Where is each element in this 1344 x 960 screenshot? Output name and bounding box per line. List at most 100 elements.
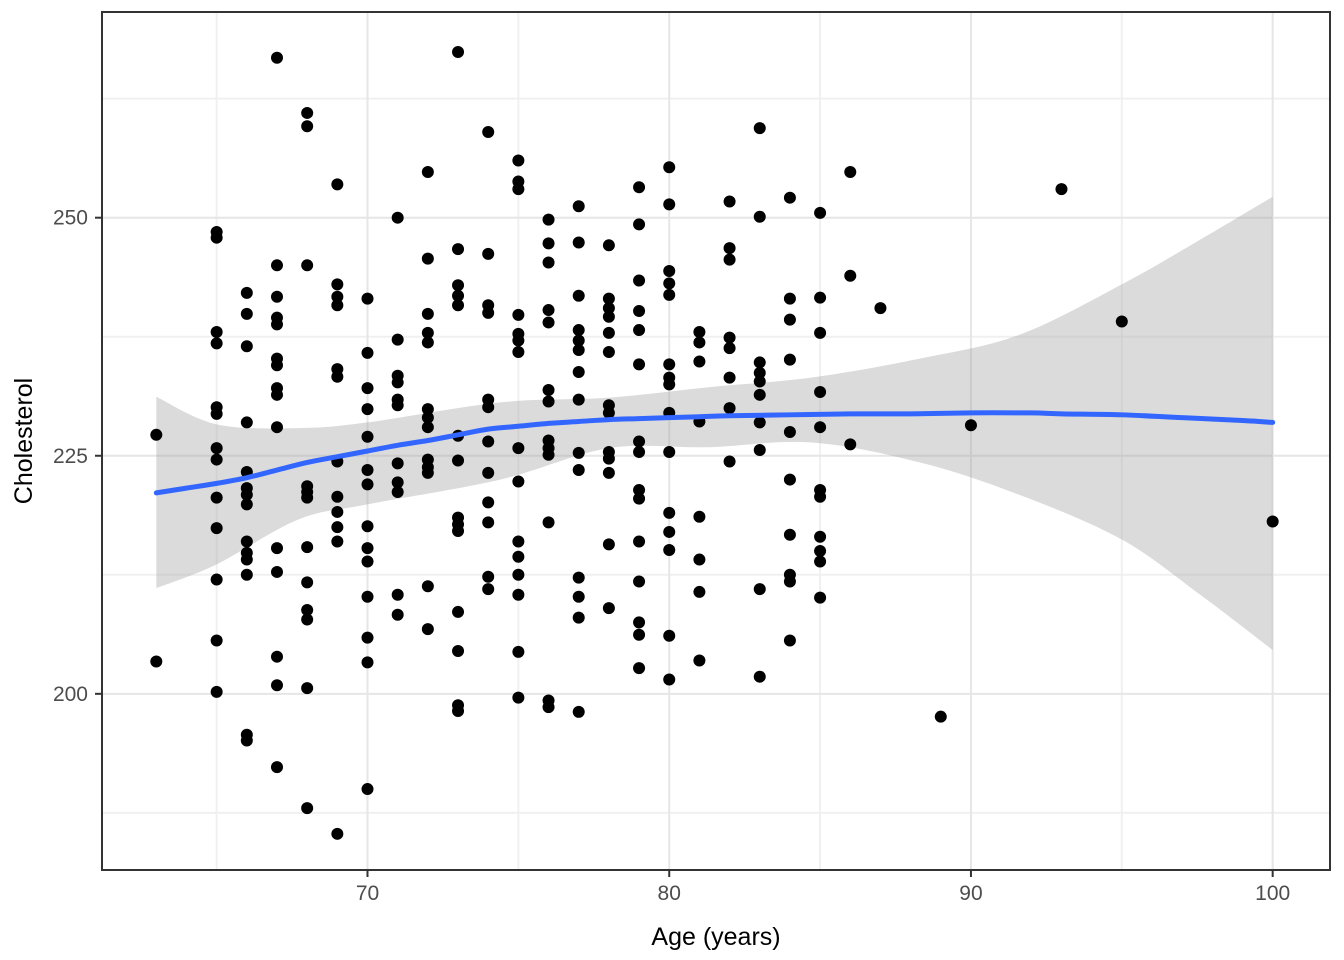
data-point (602, 345, 615, 358)
data-point (723, 371, 736, 384)
confidence-ribbon (156, 196, 1273, 651)
data-point (361, 631, 374, 644)
data-point (693, 355, 706, 368)
data-point (270, 51, 283, 64)
data-point (693, 585, 706, 598)
data-point (783, 473, 796, 486)
data-point (602, 452, 615, 465)
data-point (301, 613, 314, 626)
data-point (421, 165, 434, 178)
data-point (753, 444, 766, 457)
data-point (542, 237, 555, 250)
data-point (753, 583, 766, 596)
data-point (512, 154, 525, 167)
data-point (361, 464, 374, 477)
data-point (270, 565, 283, 578)
data-point (723, 455, 736, 468)
data-point (753, 388, 766, 401)
data-point (210, 522, 223, 535)
data-point (270, 388, 283, 401)
data-point (512, 334, 525, 347)
data-point (633, 484, 646, 497)
data-point (814, 421, 827, 434)
data-point (783, 634, 796, 647)
data-point (753, 375, 766, 388)
data-point (814, 490, 827, 503)
data-point (301, 802, 314, 815)
data-point (270, 421, 283, 434)
data-point (693, 654, 706, 667)
data-point (270, 290, 283, 303)
data-point (633, 305, 646, 318)
data-point (723, 342, 736, 355)
data-point (542, 213, 555, 226)
data-point (331, 521, 344, 534)
data-point (844, 269, 857, 282)
data-point (663, 445, 676, 458)
data-point (663, 358, 676, 371)
data-point (572, 464, 585, 477)
x-tick-label: 100 (1255, 882, 1290, 905)
data-point (452, 644, 465, 657)
data-point (270, 318, 283, 331)
data-point (663, 288, 676, 301)
data-point (633, 535, 646, 548)
data-point (542, 256, 555, 269)
data-point (301, 259, 314, 272)
data-point (814, 591, 827, 604)
data-point (240, 286, 253, 299)
data-point (301, 604, 314, 617)
data-point (602, 538, 615, 551)
data-point (663, 161, 676, 174)
data-point (783, 292, 796, 305)
data-point (814, 544, 827, 557)
data-point (421, 252, 434, 265)
data-point (663, 198, 676, 211)
data-point (753, 670, 766, 683)
data-point (270, 359, 283, 372)
data-point (512, 535, 525, 548)
data-point (633, 575, 646, 588)
data-point (452, 524, 465, 537)
data-point (602, 326, 615, 339)
data-point (361, 403, 374, 416)
data-point (633, 435, 646, 448)
data-point (602, 292, 615, 305)
data-point (361, 783, 374, 796)
data-point (452, 704, 465, 717)
data-point (723, 402, 736, 415)
data-point (512, 568, 525, 581)
data-point (572, 446, 585, 459)
data-point (633, 445, 646, 458)
data-point (1055, 183, 1068, 196)
data-point (482, 125, 495, 138)
data-point (783, 191, 796, 204)
data-point (361, 590, 374, 603)
data-point (240, 307, 253, 320)
data-point (361, 656, 374, 669)
data-point (482, 466, 495, 479)
x-tick-label: 70 (356, 882, 379, 905)
data-point (633, 628, 646, 641)
data-point (572, 289, 585, 302)
data-point (240, 568, 253, 581)
data-point (240, 553, 253, 566)
data-point (663, 378, 676, 391)
data-point (542, 384, 555, 397)
data-point (753, 356, 766, 369)
data-point (421, 411, 434, 424)
data-point (633, 181, 646, 194)
data-point (602, 310, 615, 323)
data-point (421, 466, 434, 479)
data-point (542, 395, 555, 408)
data-point (210, 325, 223, 338)
data-point (633, 662, 646, 675)
data-point (331, 178, 344, 191)
data-point (633, 218, 646, 231)
data-point (482, 496, 495, 509)
x-tick-label: 90 (959, 882, 982, 905)
data-point (693, 553, 706, 566)
data-point (783, 353, 796, 366)
data-point (301, 541, 314, 554)
data-point (210, 634, 223, 647)
